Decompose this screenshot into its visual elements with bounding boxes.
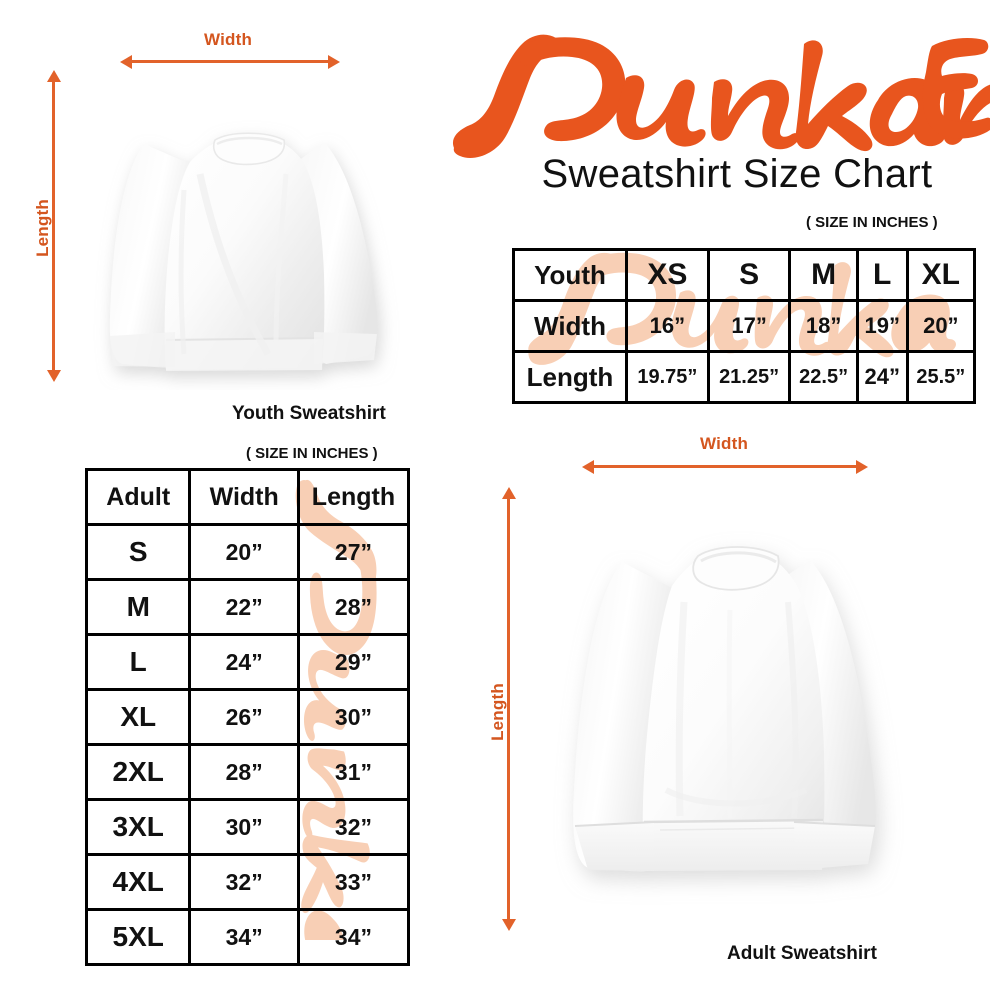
adult-width-m: 22” xyxy=(188,578,300,636)
adult-caption: Adult Sweatshirt xyxy=(727,943,877,964)
table-row: L 24” 29” xyxy=(84,633,411,691)
youth-size-s: S xyxy=(706,248,792,302)
table-row-youth-length: Length 19.75” 21.25” 22.5” 24” 25.5” xyxy=(512,350,977,404)
youth-length-s: 21.25” xyxy=(706,350,792,404)
youth-rowhead-width: Width xyxy=(512,299,628,353)
youth-length-xl: 25.5” xyxy=(905,350,977,404)
youth-size-note: ( SIZE IN INCHES ) xyxy=(806,214,938,231)
youth-size-xl: XL xyxy=(905,248,977,302)
adult-size-2xl: 2XL xyxy=(84,743,192,801)
adult-length-m: 28” xyxy=(296,578,411,636)
adult-width-s: 20” xyxy=(188,523,300,581)
youth-size-m: M xyxy=(788,248,859,302)
youth-length-label: Length xyxy=(32,199,52,257)
adult-header-size: Adult xyxy=(84,468,192,526)
adult-width-2xl: 28” xyxy=(188,743,300,801)
adult-width-xl: 26” xyxy=(188,688,300,746)
adult-length-3xl: 32” xyxy=(296,798,411,856)
table-row-adult-header: Adult Width Length xyxy=(84,468,411,526)
table-row: 5XL 34” 34” xyxy=(84,908,411,966)
youth-size-l: L xyxy=(855,248,909,302)
youth-width-l: 19” xyxy=(855,299,909,353)
adult-length-arrow xyxy=(507,497,510,921)
table-row: M 22” 28” xyxy=(84,578,411,636)
youth-size-table: Youth XS S M L XL Width 16” 17” 18” 19” … xyxy=(512,248,977,404)
youth-sweatshirt-image xyxy=(80,78,410,390)
adult-header-width: Width xyxy=(188,468,300,526)
adult-length-label: Length xyxy=(487,683,507,741)
youth-width-xs: 16” xyxy=(625,299,710,353)
adult-size-xl: XL xyxy=(84,688,192,746)
youth-caption: Youth Sweatshirt xyxy=(232,403,386,424)
adult-length-2xl: 31” xyxy=(296,743,411,801)
adult-size-4xl: 4XL xyxy=(84,853,192,911)
youth-length-l: 24” xyxy=(855,350,909,404)
adult-width-3xl: 30” xyxy=(188,798,300,856)
adult-width-label: Width xyxy=(700,434,749,453)
adult-size-s: S xyxy=(84,523,192,581)
adult-length-xl: 30” xyxy=(296,688,411,746)
adult-length-4xl: 33” xyxy=(296,853,411,911)
youth-width-s: 17” xyxy=(706,299,792,353)
adult-width-arrow xyxy=(592,465,858,468)
adult-size-5xl: 5XL xyxy=(84,908,192,966)
youth-size-xs: XS xyxy=(625,248,710,302)
youth-width-arrow xyxy=(130,60,330,63)
adult-size-3xl: 3XL xyxy=(84,798,192,856)
youth-length-m: 22.5” xyxy=(788,350,859,404)
youth-width-m: 18” xyxy=(788,299,859,353)
adult-width-4xl: 32” xyxy=(188,853,300,911)
table-row-youth-sizes: Youth XS S M L XL xyxy=(512,248,977,302)
adult-sweatshirt-image xyxy=(540,490,930,930)
youth-width-label: Width xyxy=(204,30,253,49)
adult-size-note: ( SIZE IN INCHES ) xyxy=(246,445,378,462)
table-row-youth-width: Width 16” 17” 18” 19” 20” xyxy=(512,299,977,353)
table-row: XL 26” 30” xyxy=(84,688,411,746)
youth-length-arrow xyxy=(52,80,55,372)
youth-rowhead-length: Length xyxy=(512,350,628,404)
youth-rowhead-title: Youth xyxy=(512,248,628,302)
page-subtitle: Sweatshirt Size Chart xyxy=(541,152,933,196)
brand-logo xyxy=(440,26,990,161)
adult-size-m: M xyxy=(84,578,192,636)
adult-size-l: L xyxy=(84,633,192,691)
table-row: 2XL 28” 31” xyxy=(84,743,411,801)
table-row: 3XL 30” 32” xyxy=(84,798,411,856)
adult-length-l: 29” xyxy=(296,633,411,691)
adult-width-l: 24” xyxy=(188,633,300,691)
adult-size-table: Adult Width Length S 20” 27” M 22” 28” L… xyxy=(84,468,411,966)
youth-width-xl: 20” xyxy=(905,299,977,353)
youth-length-xs: 19.75” xyxy=(625,350,710,404)
adult-header-length: Length xyxy=(296,468,411,526)
table-row: 4XL 32” 33” xyxy=(84,853,411,911)
adult-length-5xl: 34” xyxy=(296,908,411,966)
table-row: S 20” 27” xyxy=(84,523,411,581)
adult-length-s: 27” xyxy=(296,523,411,581)
adult-width-5xl: 34” xyxy=(188,908,300,966)
